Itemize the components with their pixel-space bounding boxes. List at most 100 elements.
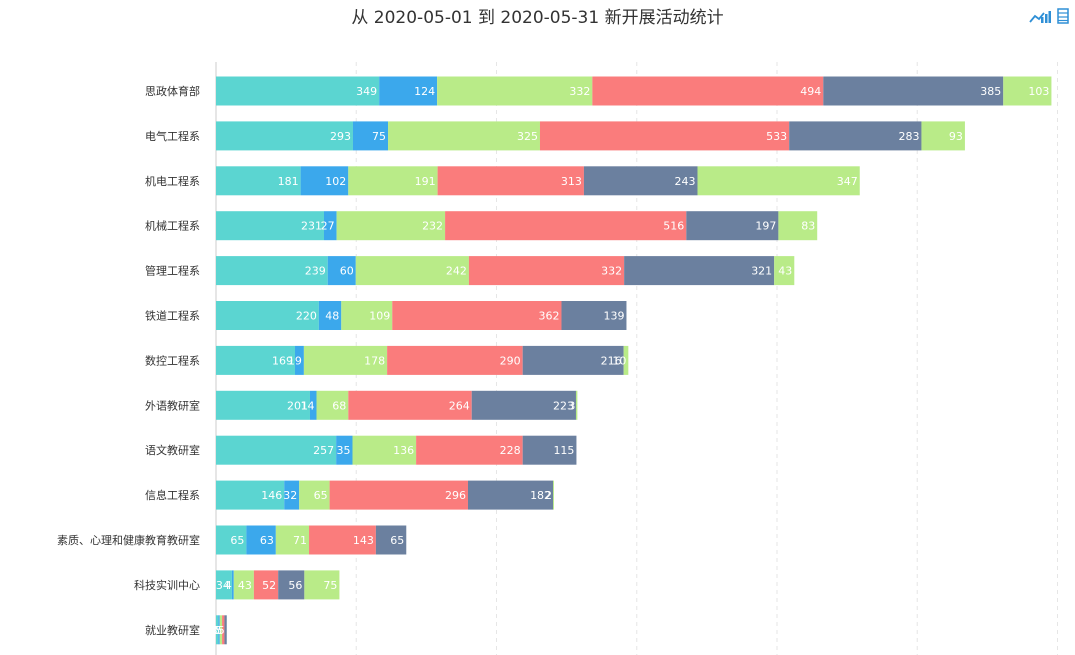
bar-value-label: 75 [323,579,337,592]
bar-segment [219,615,223,645]
bar-segment [233,570,254,600]
bar-value-label: 19 [288,354,302,367]
bar-segment [778,211,818,241]
bar-segment [323,211,337,241]
bar-segment [468,256,625,286]
bar-value-label: 10 [612,354,626,367]
bar-value-label: 93 [949,130,963,143]
bar-value-label: 139 [603,310,624,323]
bar-value-label: 43 [778,265,792,278]
bar-segment [437,166,584,196]
bar-segment [299,480,330,510]
bar-value-label: 60 [340,265,354,278]
bar-segment [774,256,795,286]
bar-segment [336,435,353,465]
bar-segment [231,570,234,600]
bar-segment [392,301,562,330]
bar-segment [355,256,469,286]
bar-value-label: 83 [801,220,815,233]
bar-segment [304,570,340,600]
y-tick-label: 数控工程系 [145,353,200,367]
bar-value-label: 243 [675,175,696,188]
bar-value-label: 191 [415,175,436,188]
y-tick-label: 素质、心理和健康教育教研室 [57,533,200,547]
bar-value-label: 103 [1028,85,1049,98]
bar-segment [216,211,324,241]
bar-value-label: 332 [601,265,622,278]
bar-value-label: 257 [313,444,334,457]
bar-value-label: 223 [553,399,574,412]
bar-segment [216,570,232,600]
bar-value-label: 362 [538,310,559,323]
bar-value-label: 5 [213,624,220,637]
bar-segment [1003,76,1052,106]
bar-value-label: 65 [230,534,244,547]
bar-value-label: 181 [278,175,299,188]
bar-value-label: 5 [218,624,225,637]
bar-value-label: 264 [449,399,470,412]
y-tick-label: 科技实训中心 [134,578,200,592]
data-view-icon[interactable] [1057,8,1069,24]
bar-value-label: 533 [766,130,787,143]
bar-segment [592,76,824,106]
bar-segment [471,390,576,420]
bar-segment [329,480,468,510]
bar-segment [467,480,554,510]
bar-segment [416,435,523,465]
bar-value-label: 347 [837,175,858,188]
bar-segment [309,525,376,555]
bar-value-label: 283 [898,130,919,143]
bar-segment [216,525,247,555]
bar-segment [275,525,310,555]
bar-value-label: 2 [545,489,552,502]
bar-segment [327,256,356,286]
bar-segment [583,166,698,196]
bar-segment [246,525,276,555]
bar-value-label: 35 [337,444,351,457]
bar-segment [789,121,922,151]
bar-segment [352,435,417,465]
bar-segment [295,345,304,375]
bar-value-label: 68 [332,399,346,412]
bar-value-label: 197 [755,220,776,233]
bar-segment [216,480,285,510]
bar-value-label: 290 [500,354,521,367]
bar-segment [216,435,337,465]
bar-segment [216,390,310,420]
bar-value-label: 146 [261,489,282,502]
bar-segment [216,256,328,286]
bar-value-label: 115 [553,444,574,457]
line-chart-icon[interactable] [1029,8,1051,24]
bar-segment [218,615,220,645]
bar-value-label: 5 [215,624,222,637]
bar-segment [318,301,342,330]
bar-value-label: 332 [569,85,590,98]
bar-value-label: 385 [980,85,1001,98]
bar-segment [387,345,523,375]
y-tick-label: 思政体育部 [145,84,200,98]
bar-segment [823,76,1004,106]
bar-segment [216,615,219,645]
bar-segment [624,256,775,286]
bar-value-label: 516 [663,220,684,233]
bar-segment [522,345,624,375]
y-tick-label: 语文教研室 [145,443,200,457]
bar-segment [445,211,687,241]
bar-segment [352,121,389,151]
bar-segment [522,435,577,465]
bar-segment [375,525,407,555]
bar-value-label: 63 [260,534,274,547]
bar-segment [336,211,446,241]
bar-value-label: 27 [321,220,335,233]
bar-segment [348,166,438,196]
bar-value-label: 232 [422,220,443,233]
bar-segment [686,211,779,241]
bar-value-label: 178 [364,354,385,367]
bar-segment [216,76,380,106]
bar-segment [278,570,305,600]
y-tick-label: 管理工程系 [145,264,200,278]
bar-value-label: 231 [301,220,322,233]
bar-value-label: 220 [296,310,317,323]
bar-value-label: 34 [216,579,230,592]
